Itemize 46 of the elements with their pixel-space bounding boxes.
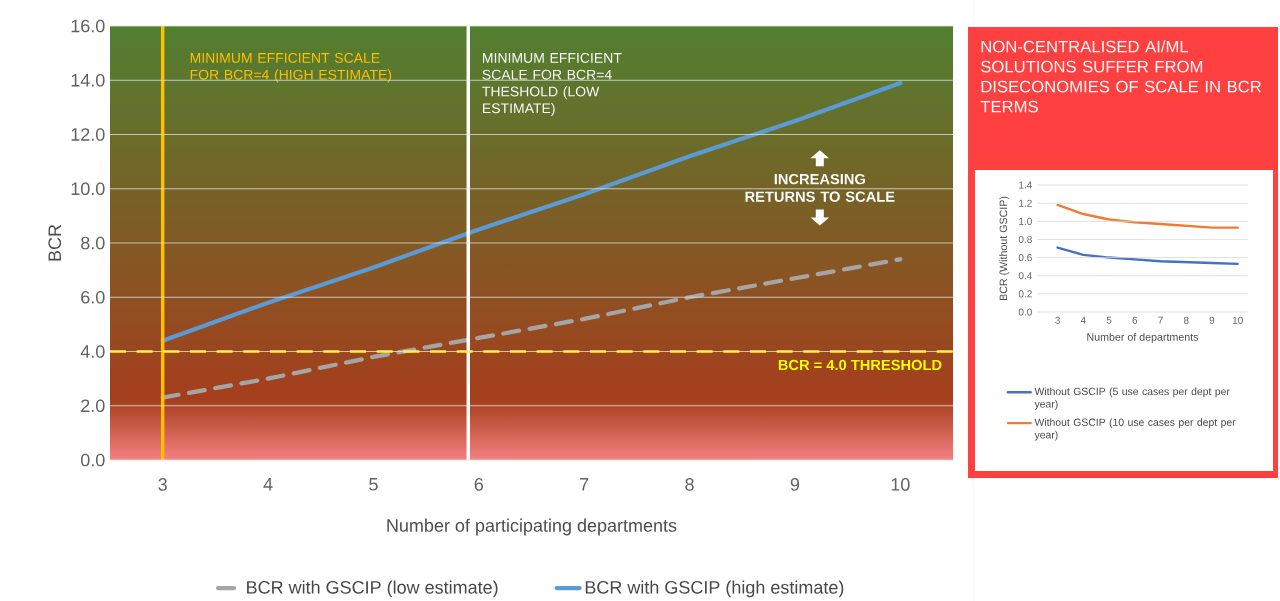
y-tick-label: 0.0	[80, 453, 105, 467]
x-tick-label: 3	[158, 478, 167, 491]
y-axis-title: BCR (Without GSCIP)	[999, 196, 1010, 301]
x-tick-label: 7	[580, 478, 589, 491]
y-tick-label: 1.0	[1019, 217, 1032, 225]
y-tick-label: 0.6	[1018, 254, 1032, 262]
x-tick-label: 7	[1158, 316, 1163, 324]
x-axis-title: Number of participating departments	[387, 518, 677, 536]
y-tick-label: 16.0	[71, 19, 105, 33]
x-tick-label: 8	[685, 478, 694, 491]
y-tick-label: 1.4	[1019, 181, 1033, 189]
x-tick-label: 9	[1209, 316, 1215, 324]
x-axis-title: Number of departments	[1087, 332, 1199, 343]
y-tick-label: 10.0	[71, 182, 105, 196]
y-tick-label: 8.0	[81, 236, 105, 250]
y-tick-label: 6.0	[81, 290, 105, 304]
annotation: MINIMUM EFFICIENT SCALE FOR BCR=4 (HIGH ESTIMATE)	[190, 52, 392, 83]
x-tick-label: 10	[891, 478, 910, 491]
legend-label: BCR with GSCIP (high estimate)	[585, 580, 844, 598]
y-tick-label: 0.2	[1018, 290, 1032, 298]
y-tick-label: 0.0	[1018, 308, 1032, 316]
x-tick-label: 3	[1055, 316, 1060, 324]
y-tick-label: 14.0	[71, 73, 105, 87]
y-tick-label: 12.0	[71, 128, 105, 141]
x-tick-label: 6	[474, 478, 484, 491]
y-tick-label: 0.8	[1018, 235, 1032, 243]
chart-title: NON-CENTRALISED AI/ML SOLUTIONS SUFFER FROM DISECONOMIES OF SCALE IN BCR TERMS	[980, 40, 1262, 113]
x-tick-label: 4	[1080, 316, 1086, 324]
y-tick-label: 1.2	[1019, 199, 1032, 207]
annotation: MINIMUM EFFICIENT SCALE FOR BCR=4 THESHOLD (LOW ESTIMATE)	[482, 52, 622, 117]
legend-label: Without GSCIP (5 use cases per dept per year)	[1034, 387, 1230, 410]
annotation: INCREASING RETURNS TO SCALE	[745, 173, 895, 202]
y-tick-label: 0.4	[1018, 272, 1033, 280]
legend-label: Without GSCIP (10 use cases per dept per year)	[1034, 418, 1236, 441]
x-tick-label: 5	[369, 478, 378, 491]
x-tick-label: 6	[1132, 316, 1138, 324]
x-tick-label: 10	[1232, 316, 1243, 324]
x-tick-label: 9	[790, 478, 800, 491]
y-tick-label: 2.0	[81, 399, 105, 413]
legend-label: BCR with GSCIP (low estimate)	[247, 580, 498, 598]
x-tick-label: 8	[1183, 316, 1189, 324]
x-tick-label: 4	[263, 478, 273, 491]
y-axis-title: BCR	[48, 224, 62, 261]
ref-line-label: BCR = 4.0 THRESHOLD	[778, 359, 942, 371]
y-tick-label: 4.0	[80, 345, 105, 358]
x-tick-label: 5	[1106, 316, 1112, 324]
